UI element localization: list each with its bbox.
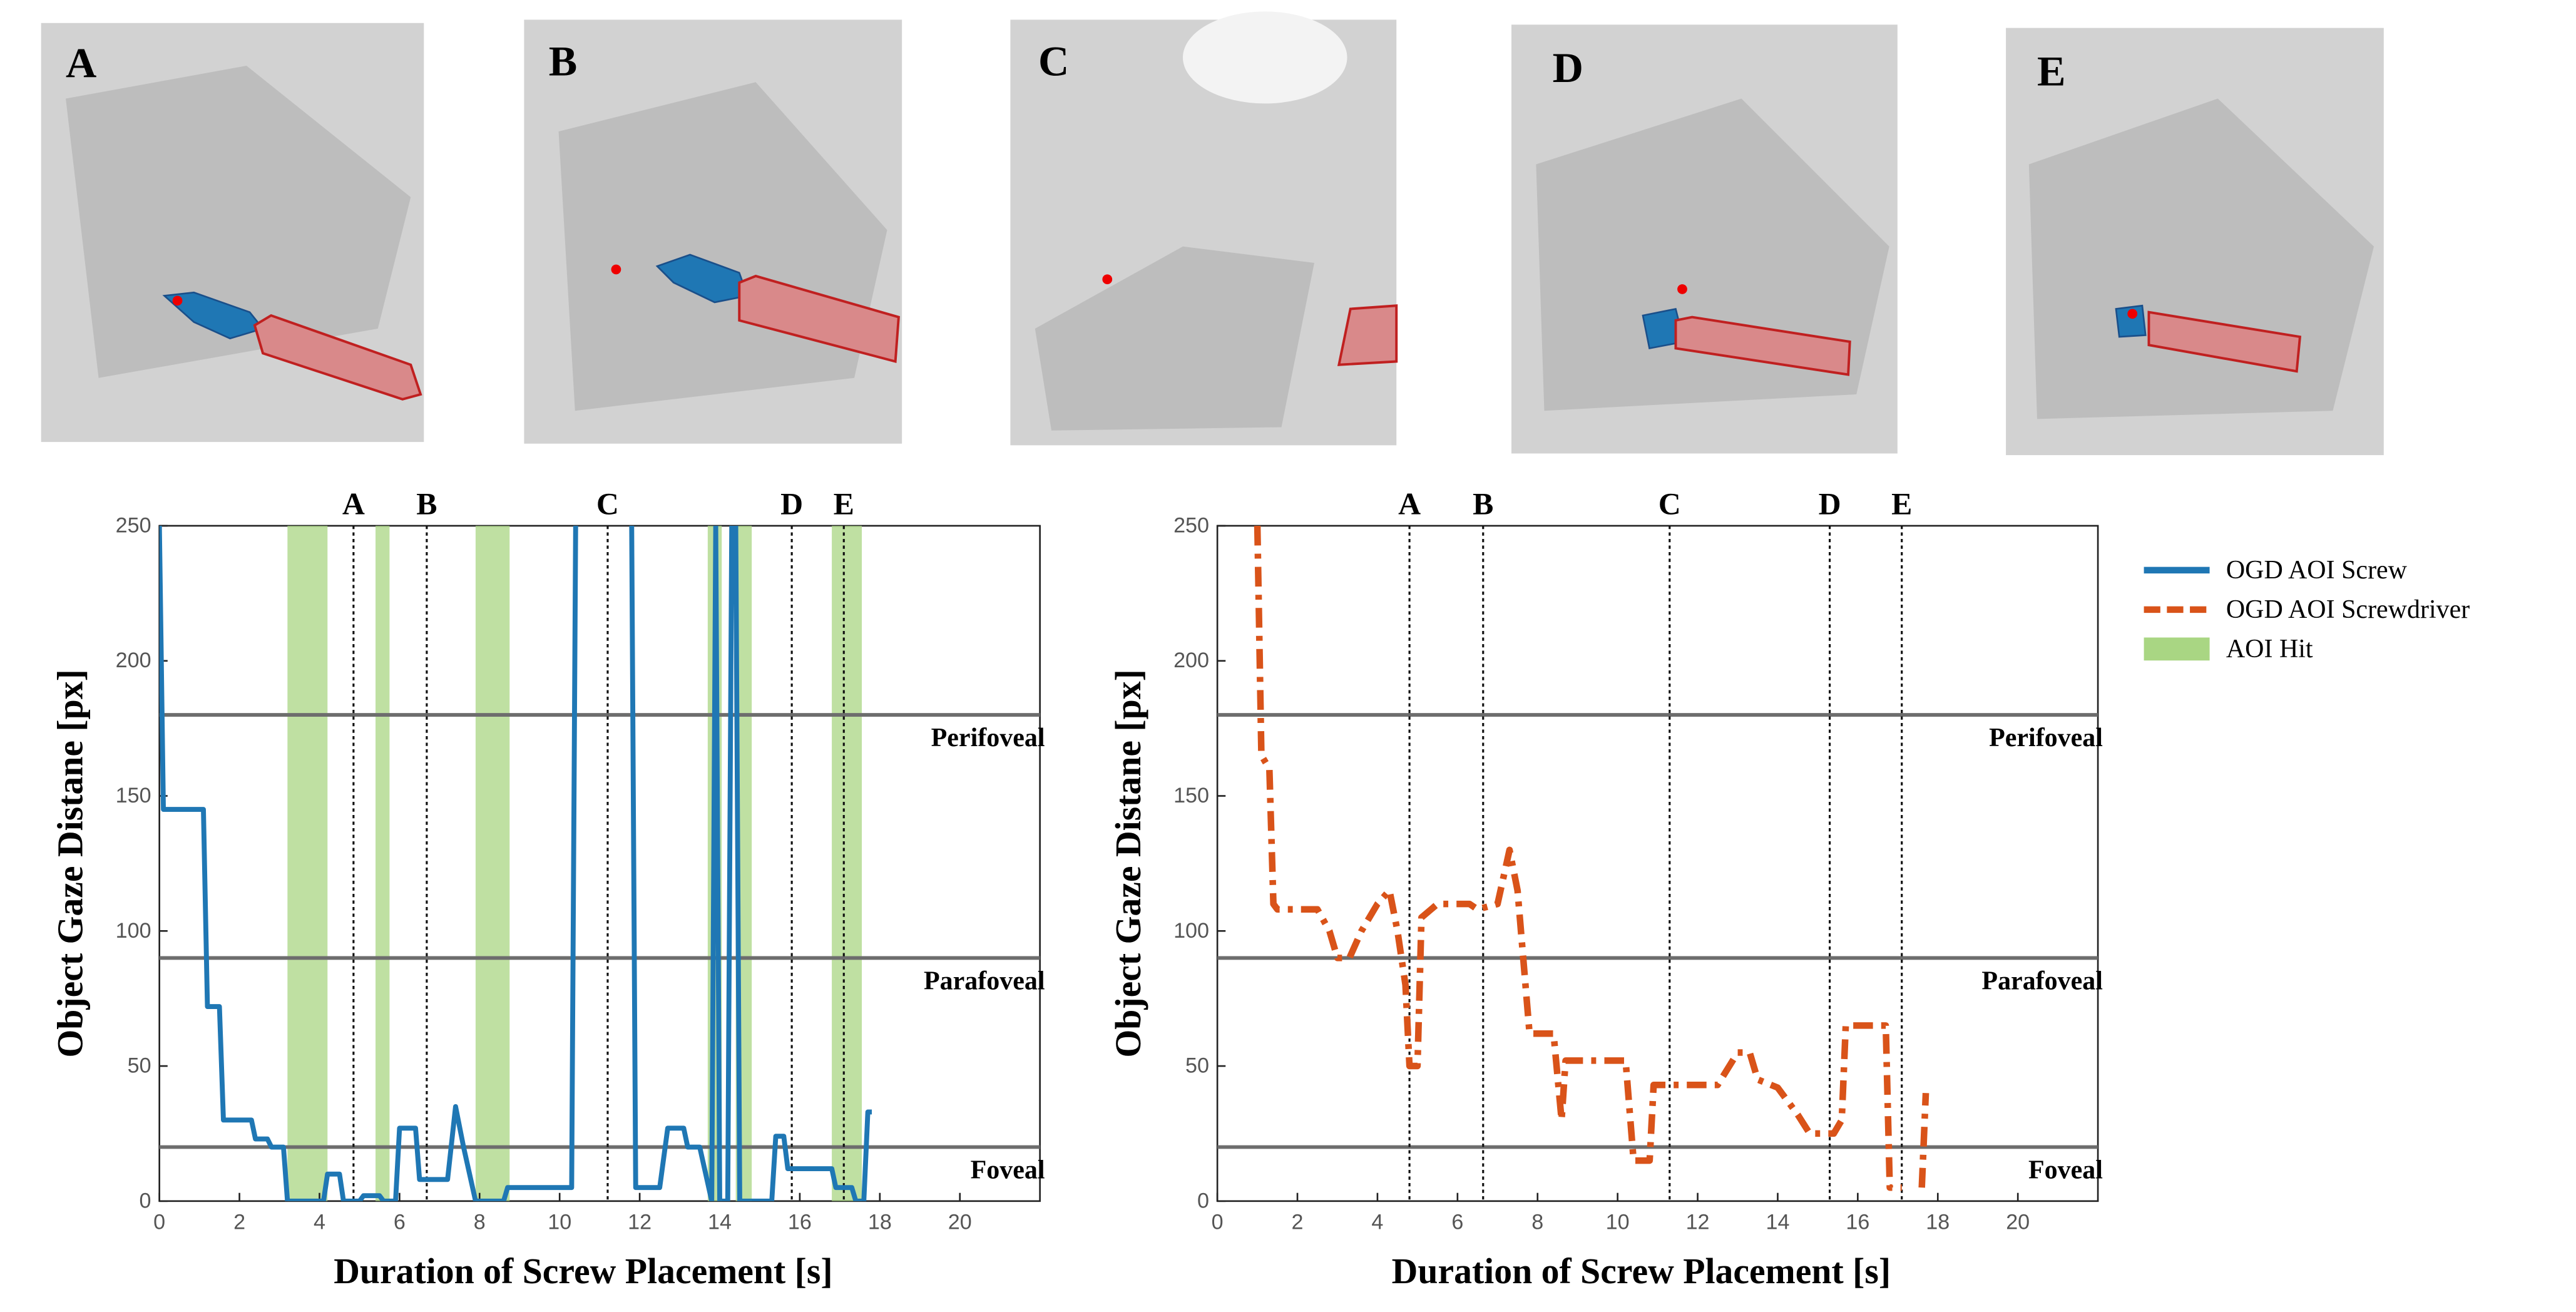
x-tick-label: 0: [1212, 1210, 1224, 1234]
x-tick-label: 8: [474, 1210, 486, 1234]
event-label: A: [1398, 487, 1421, 521]
y-tick-label: 0: [1197, 1189, 1209, 1212]
series-group: [159, 525, 872, 1201]
y-tick-label: 200: [1173, 648, 1209, 672]
x-tick-label: 2: [233, 1210, 245, 1234]
chart: 0 50 100 150 200 250 0 2 4 6 8 10 12 14 16 18 20 Perifove…: [51, 487, 1045, 1291]
series-line: [159, 525, 872, 1201]
threshold-label: Perifoveal: [1989, 724, 2103, 752]
y-tick-label: 100: [1173, 919, 1209, 943]
y-tick-label: 50: [128, 1054, 151, 1078]
aoi-hit-band: [832, 525, 862, 1201]
legend-label: OGD AOI Screw: [2226, 556, 2408, 585]
x-tick-label: 12: [628, 1210, 652, 1234]
x-tick-label: 18: [1926, 1210, 1950, 1234]
legend-swatch: [2144, 637, 2210, 661]
photo: E: [2006, 28, 2384, 456]
event-label: A: [342, 487, 365, 521]
panel-label: C: [1038, 38, 1069, 85]
event-label: E: [1891, 487, 1912, 521]
threshold-label: Parafoveal: [924, 966, 1045, 995]
x-tick-label: 6: [394, 1210, 406, 1234]
aoi-hit-band: [376, 525, 390, 1201]
y-tick-label: 250: [116, 513, 151, 537]
panel-label: A: [66, 39, 96, 86]
y-axis-label: Object Gaze Distane [px]: [51, 669, 90, 1058]
event-label: B: [416, 487, 437, 521]
threshold-label: Foveal: [971, 1156, 1045, 1184]
y-tick-label: 150: [116, 784, 151, 807]
y-tick-label: 100: [116, 919, 151, 943]
event-label: C: [596, 487, 619, 521]
photo: B: [524, 19, 902, 444]
y-tick-label: 150: [1173, 784, 1209, 807]
photo: D: [1511, 24, 1898, 454]
panel-label: E: [2037, 47, 2066, 95]
x-tick-label: 20: [948, 1210, 972, 1234]
aoi-hit-band: [475, 525, 510, 1201]
x-tick-label: 14: [1766, 1210, 1789, 1234]
photo-strip: A B C D: [41, 11, 2384, 456]
event-label: C: [1659, 487, 1681, 521]
panel-label: D: [1553, 44, 1583, 91]
threshold-label: Parafoveal: [1981, 966, 2103, 995]
legend-label: AOI Hit: [2226, 635, 2313, 664]
x-tick-label: 8: [1531, 1210, 1543, 1234]
x-axis-label: Duration of Screw Placement [s]: [334, 1252, 832, 1291]
event-label: B: [1473, 487, 1493, 521]
plot-area: [1216, 525, 2099, 1202]
y-tick-label: 200: [116, 648, 151, 672]
x-tick-label: 14: [708, 1210, 732, 1234]
x-tick-label: 2: [1292, 1210, 1304, 1234]
y-tick-label: 250: [1173, 513, 1209, 537]
x-tick-label: 20: [2006, 1210, 2030, 1234]
x-tick-label: 4: [1371, 1210, 1383, 1234]
y-tick-label: 50: [1185, 1054, 1209, 1078]
x-tick-label: 10: [1606, 1210, 1630, 1234]
legend-label: OGD AOI Screwdriver: [2226, 595, 2470, 624]
event-label: D: [780, 487, 803, 521]
series-line: [1254, 525, 1929, 1191]
series-group: [1254, 525, 1929, 1191]
event-label: E: [834, 487, 854, 521]
x-tick-label: 0: [153, 1210, 165, 1234]
y-tick-label: 0: [140, 1189, 151, 1212]
y-axis-label: Object Gaze Distane [px]: [1109, 669, 1148, 1058]
threshold-label: Foveal: [2028, 1156, 2103, 1184]
chart: 0 50 100 150 200 250 0 2 4 6 8 10 12 14 16 18 20 Perifove…: [1109, 487, 2103, 1291]
aoi-hit-band: [287, 525, 328, 1201]
panel-label: B: [549, 38, 578, 85]
threshold-label: Perifoveal: [931, 724, 1045, 752]
x-tick-label: 6: [1451, 1210, 1463, 1234]
x-tick-label: 10: [548, 1210, 571, 1234]
legend: OGD AOI Screw OGD AOI Screwdriver AOI Hit: [2144, 556, 2470, 664]
x-tick-label: 18: [868, 1210, 892, 1234]
photo: C: [1010, 11, 1398, 446]
x-axis-label: Duration of Screw Placement [s]: [1392, 1252, 1891, 1291]
x-tick-label: 4: [314, 1210, 325, 1234]
x-tick-label: 16: [1846, 1210, 1869, 1234]
photo: A: [41, 23, 424, 443]
event-label: D: [1819, 487, 1841, 521]
x-tick-label: 12: [1686, 1210, 1710, 1234]
x-tick-label: 16: [788, 1210, 812, 1234]
